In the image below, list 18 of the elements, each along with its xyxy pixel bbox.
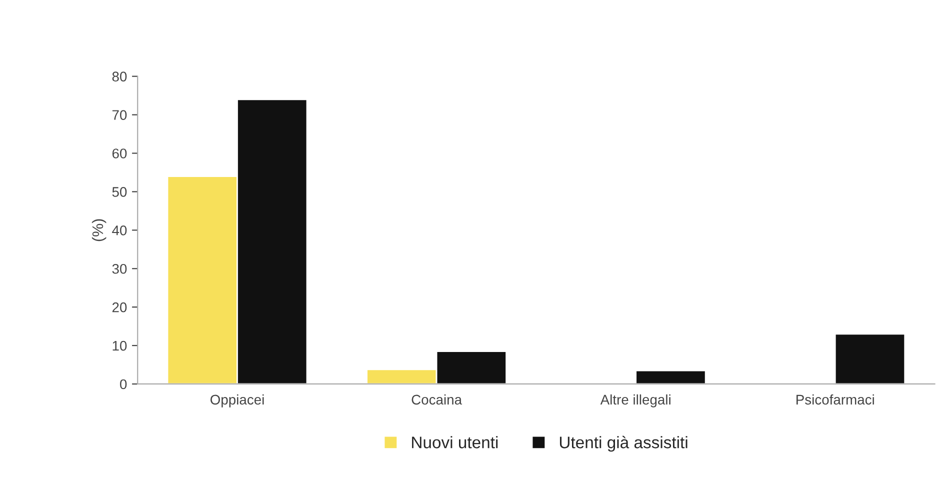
y-tick-label: 70 (112, 110, 127, 120)
y-tick-label: 0 (120, 379, 127, 390)
y-tick-label: 40 (112, 225, 127, 236)
y-tick-label: 80 (112, 72, 127, 82)
legend-label: Nuovi utenti (412, 436, 498, 448)
y-tick-label: 20 (112, 302, 127, 312)
x-tick-label: Oppiacei (210, 394, 264, 408)
x-tick-label: Psicofarmaci (796, 394, 874, 405)
bar (834, 333, 906, 384)
y-tick-label: 10 (112, 340, 127, 351)
y-tick-label: 50 (112, 187, 127, 197)
x-tick-label: Altre illegali (600, 394, 670, 408)
x-tick-label: Cocaina (412, 394, 462, 405)
y-tick-label: 30 (112, 264, 127, 274)
y-tick-label: 60 (112, 148, 127, 158)
legend-label: Utenti già assistiti (560, 436, 688, 452)
y-axis-title: (%) (92, 219, 106, 242)
bar (635, 370, 706, 384)
